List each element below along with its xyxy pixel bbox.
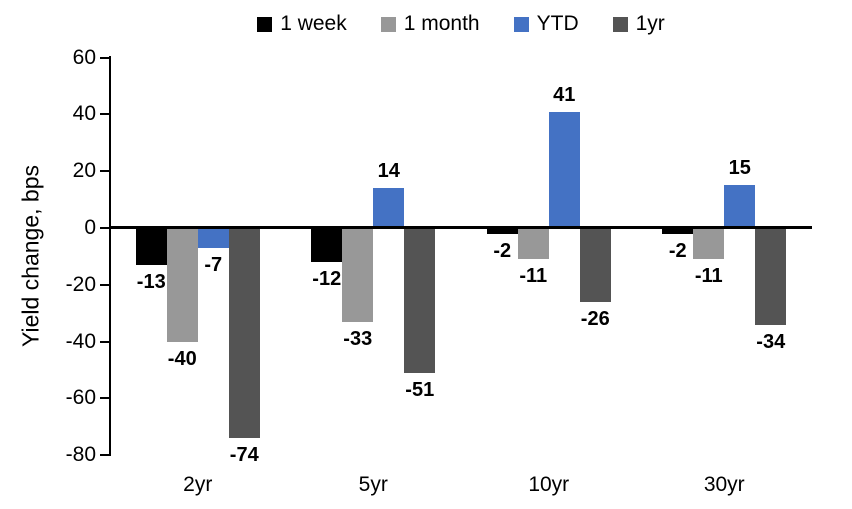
bar-value-label: -26 bbox=[580, 307, 610, 330]
legend-item-ytd: YTD bbox=[513, 12, 579, 36]
bar-value-label: -13 bbox=[136, 270, 166, 293]
bar-value-label: 41 bbox=[553, 83, 576, 106]
y-tick-mark bbox=[100, 113, 109, 116]
x-category-label-2yr: 2yr bbox=[183, 473, 213, 496]
legend-label-1-month: 1 month bbox=[403, 12, 480, 35]
bar-1-month-30yr bbox=[693, 228, 725, 260]
bar-1-week-30yr bbox=[662, 228, 694, 234]
bar-value-label: -51 bbox=[405, 378, 435, 401]
x-category-label-30yr: 30yr bbox=[703, 473, 745, 496]
y-tick-label: 60 bbox=[72, 45, 96, 69]
bar-1yr-5yr bbox=[404, 228, 436, 373]
y-tick-mark bbox=[100, 170, 109, 173]
bar-1-month-5yr bbox=[342, 228, 374, 322]
y-tick-mark bbox=[100, 397, 109, 400]
legend-item-1yr: 1yr bbox=[612, 12, 665, 36]
legend-label-1yr: 1yr bbox=[635, 12, 665, 35]
y-tick-label: -20 bbox=[65, 272, 96, 296]
bar-value-label: -33 bbox=[343, 327, 373, 350]
y-tick-mark bbox=[100, 283, 109, 286]
bar-YTD-5yr bbox=[373, 188, 405, 228]
y-tick-mark bbox=[100, 56, 109, 59]
bar-1-month-10yr bbox=[517, 228, 549, 260]
bar-value-label: 15 bbox=[728, 157, 751, 180]
bar-1yr-10yr bbox=[579, 228, 611, 302]
legend-swatch-ytd-icon bbox=[513, 16, 529, 32]
legend-swatch-1-week-icon bbox=[257, 16, 273, 32]
y-axis-title: Yield change, bps bbox=[17, 164, 44, 348]
y-tick-mark bbox=[100, 340, 109, 343]
y-tick-mark bbox=[100, 454, 109, 457]
bar-value-label: -7 bbox=[204, 253, 223, 276]
bar-1-week-2yr bbox=[135, 228, 167, 265]
zero-baseline bbox=[110, 226, 812, 229]
legend-swatch-1-month-icon bbox=[380, 16, 396, 32]
bar-1-week-5yr bbox=[311, 228, 343, 263]
legend-item-1-month: 1 month bbox=[380, 12, 480, 36]
bar-YTD-2yr bbox=[197, 228, 229, 248]
bar-value-label: -11 bbox=[519, 265, 548, 288]
bar-value-label: -34 bbox=[756, 330, 786, 353]
y-tick-label: -40 bbox=[65, 329, 96, 353]
x-category-label-5yr: 5yr bbox=[358, 473, 388, 496]
y-tick-label: -60 bbox=[65, 386, 96, 410]
bar-value-label: 14 bbox=[377, 160, 400, 183]
bar-value-label: -74 bbox=[229, 444, 259, 467]
legend-swatch-1yr-icon bbox=[612, 16, 628, 32]
legend-label-1-week: 1 week bbox=[280, 12, 347, 35]
y-tick-label: 40 bbox=[72, 102, 96, 126]
bar-1-week-10yr bbox=[486, 228, 518, 234]
bar-1yr-2yr bbox=[228, 228, 260, 439]
bar-value-label: -2 bbox=[493, 239, 512, 262]
y-tick-label: 0 bbox=[84, 216, 96, 239]
y-axis-line bbox=[109, 56, 111, 456]
y-tick-label: 20 bbox=[72, 159, 96, 183]
bar-YTD-10yr bbox=[548, 111, 580, 228]
bar-value-label: -40 bbox=[167, 347, 197, 370]
bar-YTD-30yr bbox=[724, 185, 756, 228]
bar-1yr-30yr bbox=[755, 228, 787, 325]
legend-item-1-week: 1 week bbox=[257, 12, 347, 36]
x-category-label-10yr: 10yr bbox=[528, 473, 570, 496]
bar-value-label: -2 bbox=[668, 239, 687, 262]
chart-legend: 1 week 1 month YTD 1yr bbox=[110, 10, 812, 38]
bar-1-month-2yr bbox=[166, 228, 198, 342]
y-tick-label: -80 bbox=[65, 443, 96, 467]
bar-value-label: -11 bbox=[694, 265, 723, 288]
y-tick-mark bbox=[100, 227, 109, 229]
legend-label-ytd: YTD bbox=[536, 12, 579, 35]
bar-value-label: -12 bbox=[312, 268, 342, 291]
